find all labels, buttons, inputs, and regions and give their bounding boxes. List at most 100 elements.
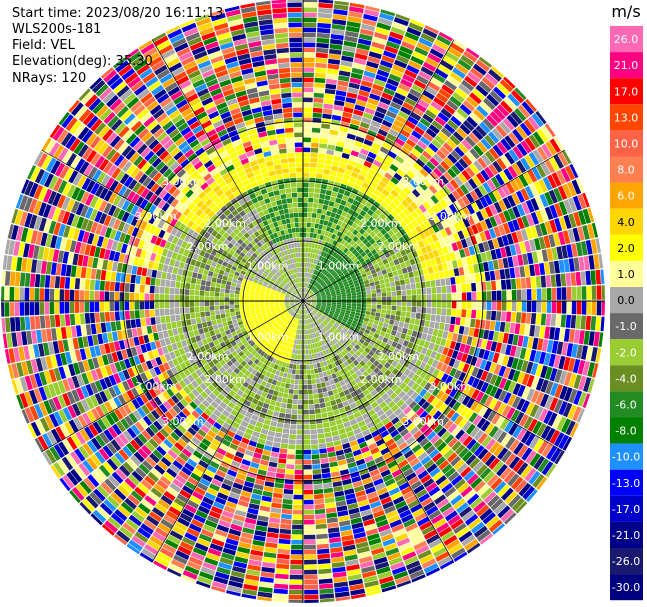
range-gate [374, 111, 385, 119]
range-gate [509, 267, 516, 279]
range-gate [520, 157, 531, 171]
range-gate [360, 269, 366, 275]
range-gate [367, 97, 379, 106]
range-gate [324, 432, 332, 438]
range-gate [439, 322, 445, 331]
range-gate [303, 87, 314, 93]
range-gate [386, 291, 392, 297]
range-gate [452, 232, 461, 242]
range-gate [303, 102, 313, 108]
range-gate [406, 329, 413, 336]
range-gate [307, 202, 313, 208]
range-gate [434, 240, 442, 249]
range-gate [393, 119, 404, 129]
range-gate [360, 327, 366, 332]
range-gate [490, 249, 497, 260]
range-gate [337, 249, 343, 255]
range-gate [592, 363, 599, 378]
range-gate [344, 271, 350, 277]
range-gate [541, 443, 553, 458]
range-gate [410, 357, 418, 365]
range-gate [382, 273, 389, 279]
range-gate [449, 377, 458, 388]
range-gate [303, 77, 314, 83]
range-gate [291, 534, 303, 540]
range-gate [306, 262, 309, 268]
range-gate [390, 189, 399, 198]
range-gate [474, 233, 482, 244]
range-gate [490, 341, 498, 352]
range-gate [355, 245, 362, 252]
range-gate [445, 375, 454, 385]
range-gate [347, 159, 356, 167]
range-gate [365, 286, 371, 291]
range-gate [467, 375, 476, 386]
range-gate [494, 269, 501, 280]
range-gate [471, 366, 479, 377]
range-gate [495, 248, 502, 259]
range-gate [578, 256, 585, 271]
range-gate [325, 279, 330, 284]
range-gate [466, 423, 476, 435]
range-gate [426, 235, 434, 244]
range-gate [492, 331, 500, 342]
range-gate [309, 307, 313, 311]
range-gate [337, 270, 343, 275]
range-gate [413, 324, 419, 332]
range-gate [398, 211, 407, 220]
range-gate [383, 50, 397, 59]
range-gate [315, 283, 320, 288]
range-gate [430, 314, 436, 322]
range-gate [598, 253, 604, 269]
range-gate [462, 217, 471, 228]
range-gate [466, 292, 472, 301]
range-gate [388, 128, 399, 137]
range-gate [304, 534, 316, 540]
range-gate [396, 87, 409, 97]
range-gate [466, 116, 478, 128]
range-gate [565, 165, 576, 181]
range-gate [303, 32, 316, 38]
range-gate [376, 325, 383, 331]
range-gate [304, 272, 306, 278]
range-gate [324, 319, 329, 324]
range-gate [320, 267, 324, 273]
range-gate [378, 321, 384, 327]
range-gate [312, 459, 321, 465]
range-gate [303, 444, 311, 450]
range-gate [319, 234, 324, 241]
range-gate [511, 162, 522, 176]
range-gate [284, 367, 289, 373]
range-gate [276, 563, 290, 570]
range-gate [484, 166, 495, 179]
range-gate [330, 308, 336, 312]
range-gate [304, 267, 307, 273]
range-gate [358, 266, 364, 272]
range-gate [444, 323, 450, 332]
range-gate [469, 112, 482, 125]
range-gate [458, 83, 472, 96]
range-gate [303, 287, 306, 293]
range-gate [386, 168, 396, 176]
range-gate [457, 230, 465, 240]
range-gate [303, 172, 310, 178]
range-gate [304, 584, 319, 590]
range-gate [426, 287, 432, 294]
range-gate [333, 314, 339, 319]
range-gate [375, 74, 388, 83]
range-gate [327, 390, 334, 396]
range-gate [431, 294, 437, 301]
range-gate [381, 296, 387, 301]
range-gate [406, 388, 415, 397]
range-gate [310, 306, 314, 310]
range-gate [525, 433, 536, 447]
range-gate [542, 176, 553, 191]
range-gate [317, 428, 324, 434]
range-gate [512, 459, 525, 473]
range-gate [477, 157, 488, 169]
range-gate [340, 289, 346, 293]
range-gate [468, 264, 475, 274]
range-gate [272, 442, 281, 448]
range-gate [524, 467, 537, 482]
range-gate [395, 263, 402, 270]
